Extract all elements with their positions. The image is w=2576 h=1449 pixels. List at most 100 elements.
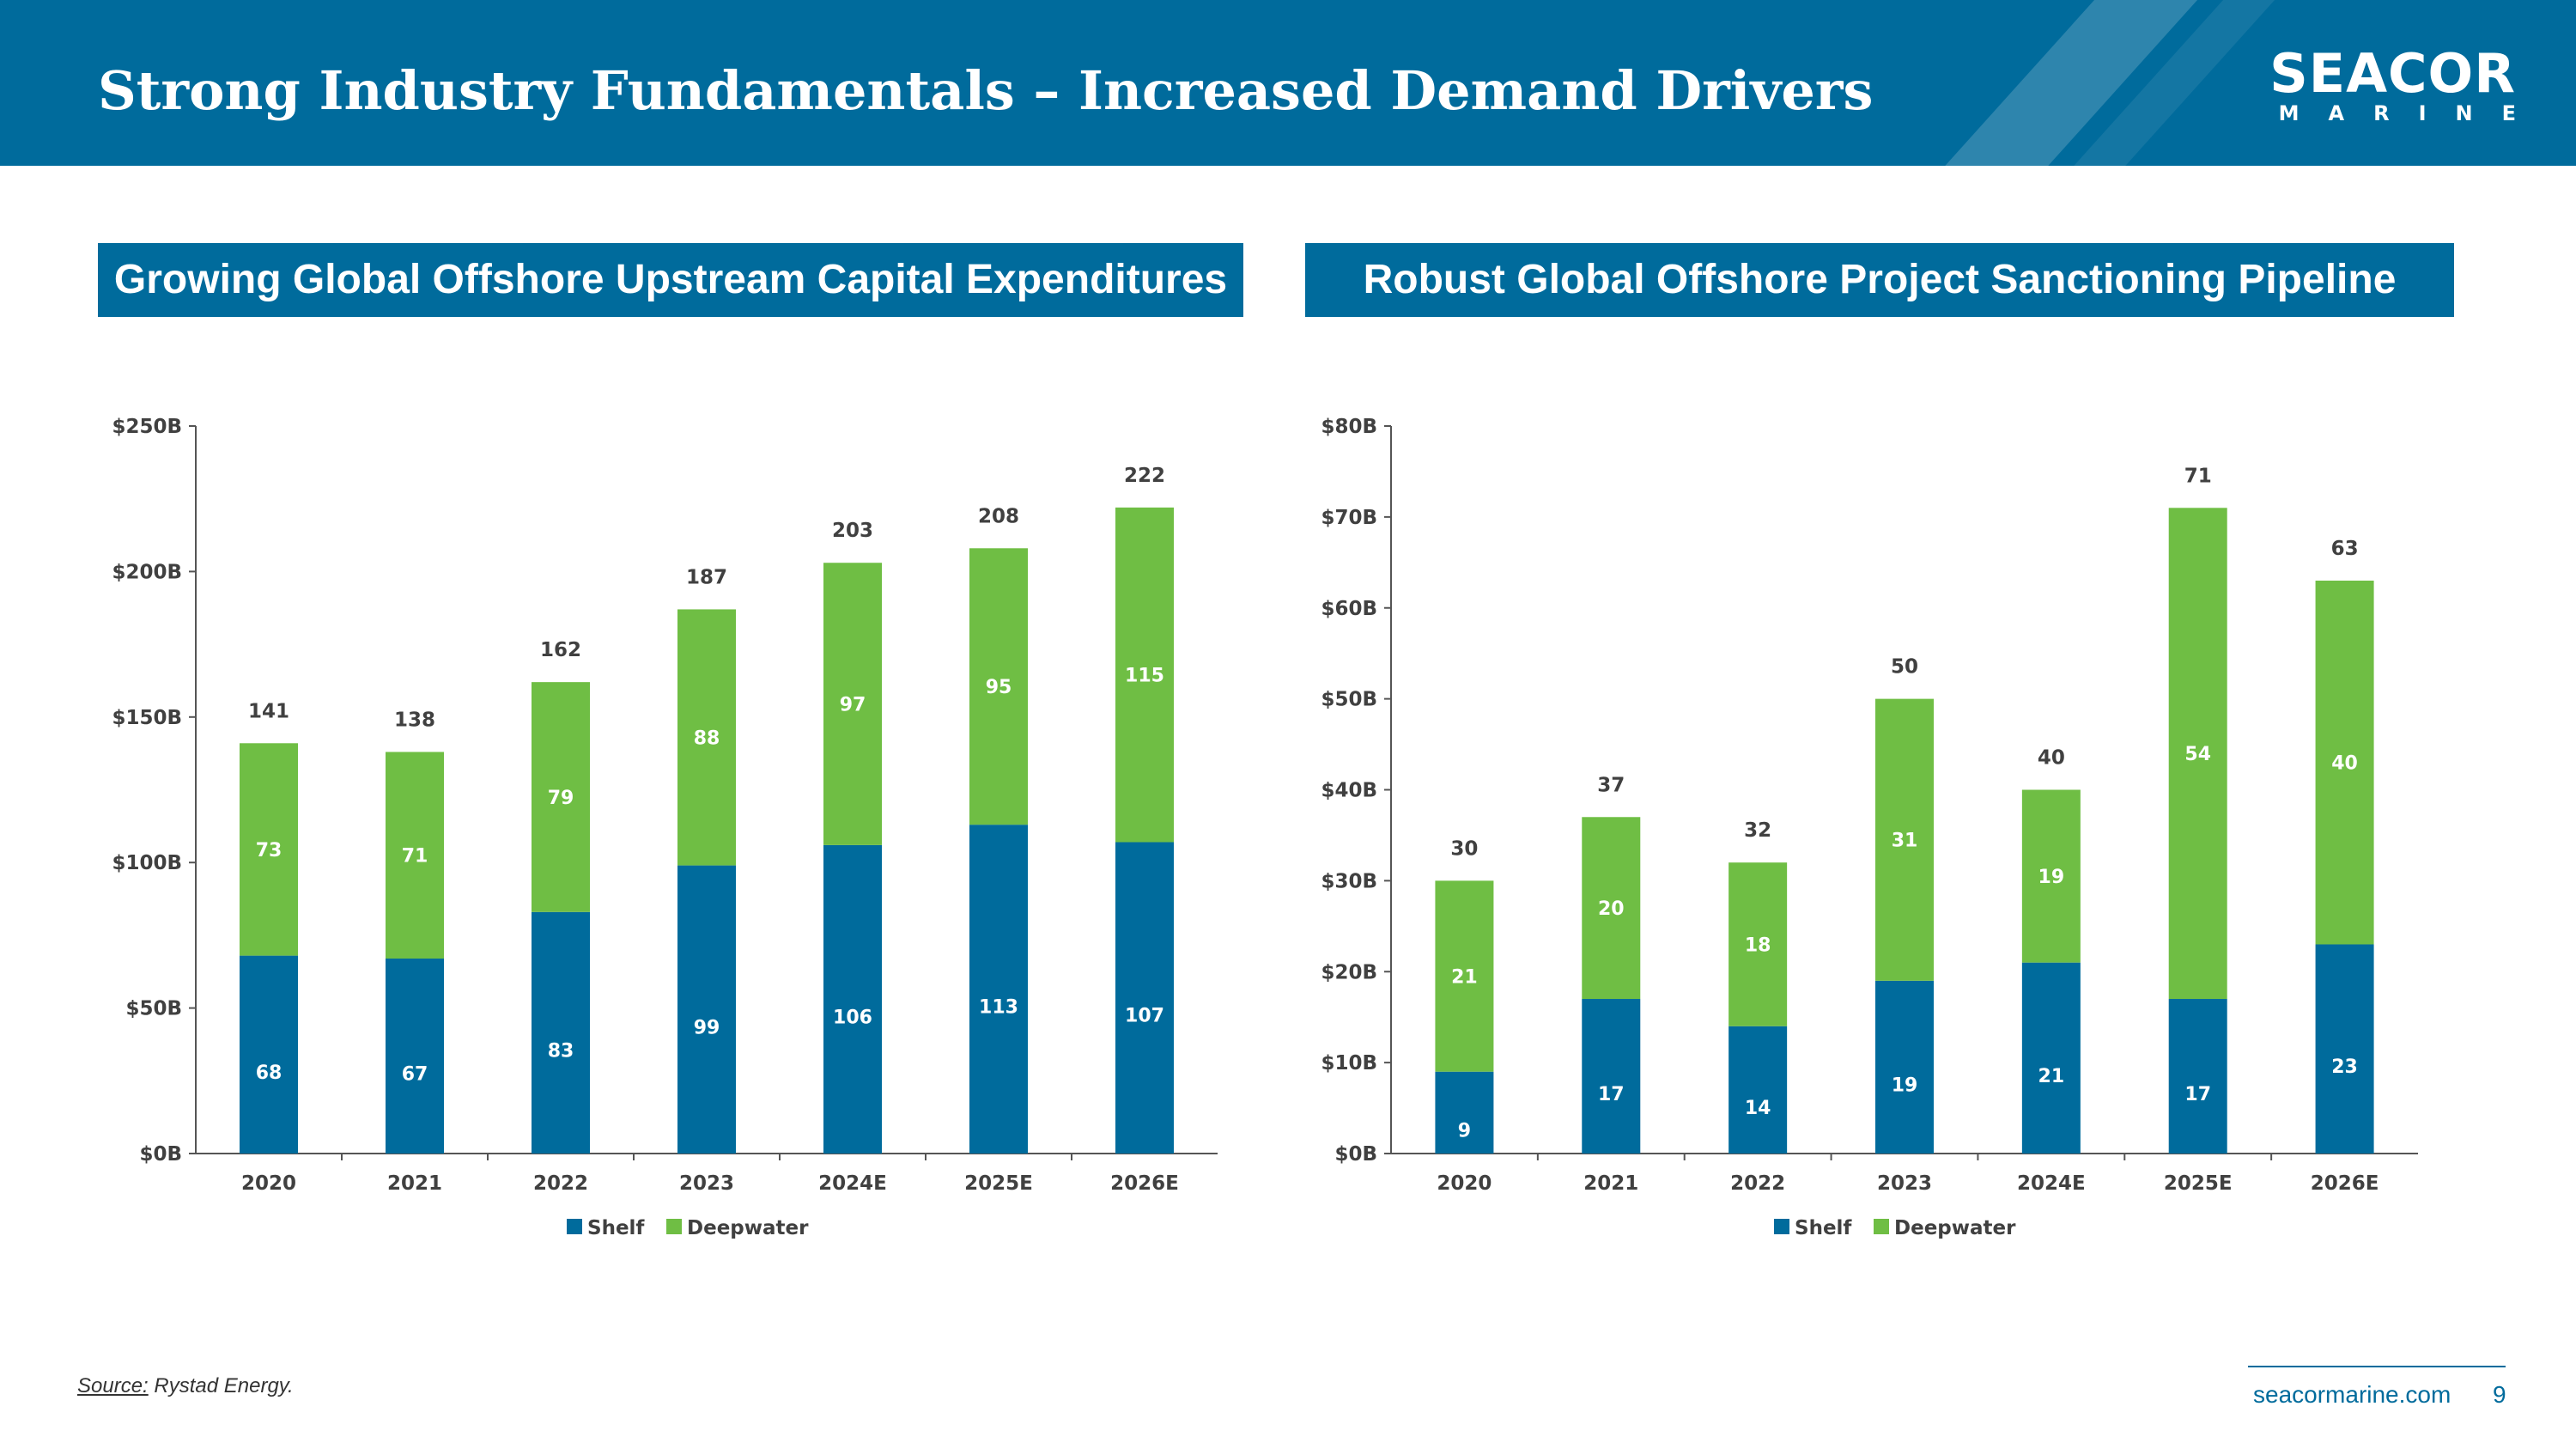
bar-deepwater [2168, 508, 2227, 1000]
total-label: 40 [2038, 747, 2065, 770]
y-tick-label: $30B [1321, 870, 1377, 892]
bar-deepwater [1435, 880, 1494, 1072]
legend-label-shelf: Shelf [587, 1217, 645, 1239]
seacor-logo: SEACOR MARINE [2258, 42, 2516, 126]
x-tick-label: 2026E [2311, 1172, 2379, 1195]
y-tick-label: $0B [1334, 1143, 1377, 1166]
legend-label-shelf: Shelf [1795, 1217, 1852, 1239]
data-label-deepwater: 54 [2184, 744, 2211, 765]
footer-divider [2248, 1366, 2506, 1367]
bar-shelf [677, 865, 736, 1154]
legend-swatch-shelf [1774, 1219, 1789, 1234]
x-tick-label: 2025E [964, 1172, 1033, 1195]
bar-shelf [1115, 842, 1174, 1154]
bar-shelf [1435, 1071, 1494, 1154]
data-label-deepwater: 97 [840, 695, 866, 716]
data-label-shelf: 107 [1125, 1006, 1164, 1027]
x-tick-label: 2020 [241, 1172, 296, 1195]
bar-shelf [969, 825, 1028, 1154]
bar-shelf [823, 844, 882, 1154]
y-tick-label: $80B [1321, 416, 1377, 438]
total-label: 208 [978, 505, 1019, 527]
y-tick-label: $50B [125, 998, 182, 1020]
data-label-deepwater: 18 [1745, 935, 1771, 956]
bar-shelf [1582, 999, 1641, 1154]
data-label-shelf: 23 [2331, 1056, 2358, 1078]
bar-deepwater [1728, 862, 1788, 1026]
footer-website-link[interactable]: seacormarine.com [2253, 1381, 2451, 1408]
bar-deepwater [1582, 817, 1641, 1000]
bar-deepwater [969, 548, 1028, 825]
logo-subtitle: MARINE [2278, 101, 2545, 125]
sanctioning-chart: $0B $10B $20B $30B $40B $50B $60B $70B $80B 9 21 30… [1321, 416, 2418, 1239]
x-tick-label: 2022 [533, 1172, 588, 1195]
y-tick-label: $50B [1321, 689, 1377, 711]
bar-shelf [2315, 944, 2374, 1154]
bar-shelf [386, 959, 444, 1154]
y-tick-label: $150B [112, 707, 182, 729]
x-tick-label: 2023 [1877, 1172, 1932, 1195]
bar-shelf [1875, 980, 1934, 1154]
data-label-shelf: 68 [256, 1062, 283, 1084]
data-label-shelf: 9 [1458, 1120, 1471, 1142]
data-label-deepwater: 71 [402, 846, 428, 868]
x-tick-label: 2025E [2164, 1172, 2233, 1195]
data-label-deepwater: 31 [1892, 831, 1918, 852]
data-label-shelf: 99 [694, 1017, 720, 1038]
y-tick-label: $40B [1321, 780, 1377, 802]
page-number: 9 [2493, 1381, 2506, 1408]
data-label-shelf: 67 [402, 1064, 428, 1086]
x-tick-label: 2024E [818, 1172, 887, 1195]
data-label-deepwater: 95 [986, 677, 1012, 698]
total-label: 50 [1891, 656, 1918, 679]
left-panel-title: Growing Global Offshore Upstream Capital… [98, 243, 1243, 317]
legend-label-deepwater: Deepwater [1894, 1217, 2016, 1239]
source-label: Source: [77, 1374, 149, 1397]
legend-swatch-deepwater [666, 1219, 682, 1234]
data-label-shelf: 19 [1892, 1075, 1918, 1096]
total-label: 141 [248, 700, 289, 722]
data-label-shelf: 17 [1598, 1084, 1625, 1105]
data-label-shelf: 14 [1745, 1098, 1771, 1119]
data-label-deepwater: 88 [694, 728, 720, 750]
bar-shelf [2021, 962, 2081, 1154]
logo-wordmark: SEACOR [2269, 42, 2516, 105]
data-label-deepwater: 115 [1125, 666, 1164, 687]
data-label-deepwater: 20 [1598, 898, 1625, 920]
x-tick-label: 2020 [1437, 1172, 1492, 1195]
data-label-deepwater: 19 [2038, 867, 2065, 888]
total-label: 37 [1597, 774, 1625, 796]
bar-deepwater [2315, 580, 2374, 945]
y-tick-label: $20B [1321, 961, 1377, 983]
data-label-deepwater: 73 [256, 840, 283, 861]
total-label: 222 [1124, 465, 1165, 487]
bar-deepwater [1875, 698, 1934, 981]
x-tick-label: 2024E [2017, 1172, 2086, 1195]
data-label-shelf: 83 [548, 1040, 574, 1062]
bar-deepwater [532, 682, 590, 912]
x-tick-label: 2026E [1110, 1172, 1179, 1195]
data-label-shelf: 106 [833, 1007, 872, 1028]
y-tick-label: $100B [112, 852, 182, 874]
source-text: Rystad Energy. [148, 1374, 294, 1397]
data-label-deepwater: 21 [1451, 967, 1478, 989]
total-label: 187 [686, 566, 727, 588]
bar-shelf [1728, 1026, 1788, 1154]
total-label: 162 [540, 639, 581, 661]
bar-shelf [240, 955, 298, 1154]
y-tick-label: $0B [139, 1143, 182, 1166]
data-label-shelf: 113 [979, 997, 1018, 1019]
bar-deepwater [240, 743, 298, 956]
data-label-shelf: 21 [2038, 1066, 2065, 1087]
capex-chart: $0B $50B $100B $150B $200B $250B 68 73 141 2020 67… [112, 416, 1218, 1239]
bar-deepwater [823, 563, 882, 845]
header-bar: Strong Industry Fundamentals – Increased… [0, 0, 2576, 166]
total-label: 63 [2331, 538, 2359, 560]
bar-deepwater [386, 752, 444, 959]
data-label-deepwater: 79 [548, 788, 574, 809]
y-tick-label: $60B [1321, 598, 1377, 620]
legend-swatch-deepwater [1874, 1219, 1889, 1234]
y-tick-label: $70B [1321, 507, 1377, 529]
bar-shelf [532, 911, 590, 1154]
legend-swatch-shelf [567, 1219, 582, 1234]
